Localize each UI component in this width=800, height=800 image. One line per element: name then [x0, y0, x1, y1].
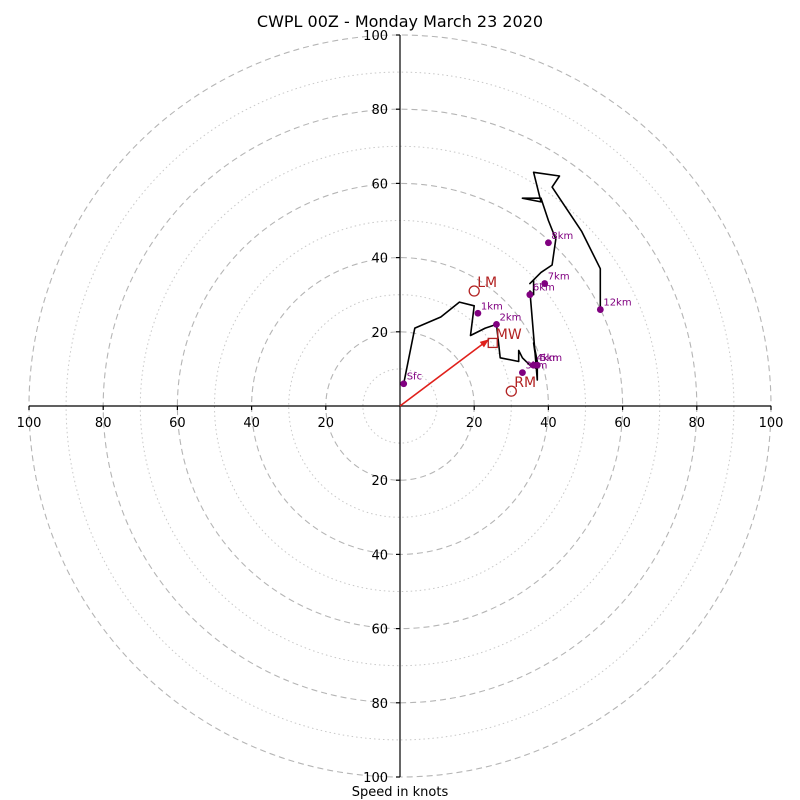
- storm-motion-label: LM: [477, 275, 497, 291]
- storm-motion-label: RM: [514, 375, 536, 391]
- shear-vector: [399, 338, 490, 407]
- height-marker-label: 2km: [499, 312, 521, 323]
- y-tick-label: 80: [371, 697, 388, 712]
- y-tick-label: 20: [371, 326, 388, 341]
- x-tick-label: 60: [169, 416, 186, 431]
- height-marker-label: 6km: [533, 283, 555, 294]
- x-tick-label: 40: [243, 416, 260, 431]
- height-markers: Sfc1km2km3km4km5km6km7km8km12km: [400, 231, 632, 388]
- x-tick-label: 20: [318, 416, 335, 431]
- height-marker-dot: [519, 369, 526, 377]
- x-tick-label: 100: [17, 416, 42, 431]
- storm-motion-square: [487, 337, 498, 349]
- y-tick-label: 80: [371, 103, 388, 118]
- height-marker-label: 7km: [548, 272, 570, 283]
- chart-title: CWPL 00Z - Monday March 23 2020: [257, 12, 543, 31]
- x-tick-label: 80: [689, 416, 706, 431]
- x-tick-label: 100: [759, 416, 784, 431]
- y-tick-label: 60: [371, 623, 388, 638]
- height-marker-dot: [541, 280, 549, 287]
- height-marker-label: 1km: [481, 301, 503, 312]
- y-tick-label: 20: [371, 474, 388, 489]
- height-marker-dot: [474, 309, 482, 317]
- y-tick-label: 40: [371, 548, 388, 563]
- storm-motion-circle: [468, 285, 480, 297]
- hodograph-line: [402, 171, 602, 384]
- shear-vector-arrowhead: [479, 339, 490, 348]
- height-marker-label: 8km: [551, 231, 573, 242]
- height-marker-dot: [400, 380, 408, 388]
- x-tick-label: 20: [466, 416, 483, 431]
- height-marker-label: 12km: [603, 298, 631, 309]
- height-marker-dot: [533, 361, 541, 369]
- y-tick-label: 100: [363, 29, 388, 44]
- y-tick-label: 100: [363, 771, 388, 786]
- height-marker-label: 5km: [540, 353, 562, 364]
- height-marker-label: Sfc: [407, 372, 422, 383]
- storm-motion-label: MW: [496, 327, 522, 343]
- height-marker-dot: [596, 306, 604, 313]
- height-marker-label: 4km: [537, 353, 559, 364]
- height-marker-dot: [526, 291, 534, 299]
- shear-vector-line: [399, 338, 490, 407]
- storm-motion-markers: LM MW RM: [468, 275, 536, 397]
- x-tick-label: 40: [540, 416, 557, 431]
- y-tick-label: 60: [371, 177, 388, 192]
- height-marker-dot: [545, 239, 552, 247]
- tick-labels: 100 80 60 40 20 20 40 60 80 100 100 80 60 40 20 20 40 60 8…: [17, 29, 784, 786]
- height-marker-dot: [493, 320, 500, 328]
- x-tick-label: 60: [614, 416, 631, 431]
- x-axis-label: Speed in knots: [352, 785, 449, 800]
- x-tick-label: 80: [95, 416, 112, 431]
- y-tick-label: 40: [371, 252, 388, 267]
- hodograph-trace: [402, 171, 602, 384]
- storm-motion-circle: [505, 385, 517, 397]
